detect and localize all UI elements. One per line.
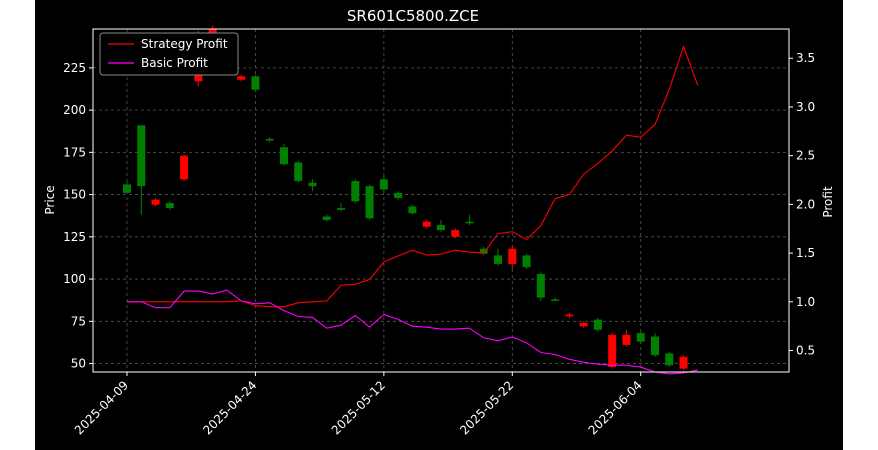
candle-body-0 <box>123 184 131 193</box>
left-tick-label-2: 100 <box>63 272 86 286</box>
candle-body-4 <box>180 155 189 180</box>
x-tick-label-2: 2025-05-12 <box>329 378 388 437</box>
candle-body-17 <box>365 186 374 219</box>
candle-body-3 <box>165 203 174 209</box>
left-tick-label-0: 50 <box>71 357 86 371</box>
candle-body-31 <box>565 314 574 317</box>
candle-body-1 <box>137 125 146 187</box>
candle-body-16 <box>351 181 360 202</box>
candles-layer <box>123 25 688 371</box>
right-tick-label-1: 1.0 <box>796 295 815 309</box>
left-axis-ticks: 50 75 100 125 150 175 200 225 <box>63 61 93 371</box>
chart-figure: SR601C5800.ZCE 50 75 100 125 150 175 200 225 0.… <box>35 0 843 450</box>
candle-body-9 <box>251 76 260 90</box>
candle-body-18 <box>379 179 388 190</box>
candle-body-30 <box>551 299 560 301</box>
candle-body-39 <box>679 356 688 369</box>
x-axis-ticks: 2025-04-09 2025-04-24 2025-05-12 2025-05-22… <box>72 372 645 437</box>
candle-body-22 <box>436 225 445 231</box>
candle-body-10 <box>265 138 274 141</box>
candle-body-36 <box>636 333 645 342</box>
candle-body-8 <box>237 76 246 80</box>
axes-frame <box>92 28 790 373</box>
x-tick-label-4: 2025-06-04 <box>586 378 645 437</box>
candle-body-25 <box>479 248 488 254</box>
left-tick-label-1: 75 <box>71 314 86 328</box>
candle-body-35 <box>622 334 631 345</box>
left-tick-label-4: 150 <box>63 188 86 202</box>
left-tick-label-5: 175 <box>63 145 86 159</box>
right-axis-ticks: 0.5 1.0 1.5 2.0 2.5 3.0 3.5 <box>789 51 815 358</box>
candle-body-2 <box>151 199 160 205</box>
legend: Strategy Profit Basic Profit <box>99 32 239 76</box>
grid-lines <box>93 29 789 372</box>
candle-body-28 <box>522 255 531 268</box>
left-tick-label-6: 200 <box>63 103 86 117</box>
profit-lines-layer <box>127 44 699 375</box>
right-tick-label-6: 3.5 <box>796 51 815 65</box>
right-tick-label-0: 0.5 <box>796 344 815 358</box>
chart-svg: SR601C5800.ZCE 50 75 100 125 150 175 200 225 0.… <box>43 7 835 437</box>
x-tick-label-1: 2025-04-24 <box>200 378 259 437</box>
candle-body-24 <box>465 221 474 224</box>
candle-body-38 <box>665 353 674 366</box>
right-tick-label-3: 2.0 <box>796 197 815 211</box>
candle-body-23 <box>451 230 460 237</box>
legend-label-basic: Basic Profit <box>141 56 208 70</box>
candle-body-12 <box>294 162 303 182</box>
candle-body-34 <box>608 334 617 367</box>
candle-body-11 <box>279 147 288 165</box>
right-tick-label-2: 1.5 <box>796 246 815 260</box>
y-axis-label-right: Profit <box>821 186 835 218</box>
y-axis-label-left: Price <box>43 185 57 214</box>
candle-body-19 <box>394 192 403 198</box>
candle-body-13 <box>308 182 317 187</box>
strategy-profit-line <box>127 44 699 308</box>
candle-body-29 <box>536 274 545 298</box>
x-tick-label-3: 2025-05-22 <box>457 378 516 437</box>
candle-body-21 <box>422 221 431 227</box>
left-tick-label-7: 225 <box>63 61 86 75</box>
chart-title: SR601C5800.ZCE <box>347 7 479 25</box>
candle-body-26 <box>494 255 503 264</box>
candle-body-27 <box>508 248 517 264</box>
legend-label-strategy: Strategy Profit <box>141 37 228 51</box>
candle-body-14 <box>322 216 331 220</box>
legend-box <box>99 32 239 76</box>
x-tick-label-0: 2025-04-09 <box>72 378 131 437</box>
right-tick-label-4: 2.5 <box>796 149 815 163</box>
basic-profit-line <box>127 289 698 375</box>
left-tick-label-3: 125 <box>63 230 86 244</box>
candle-body-20 <box>408 206 417 214</box>
candle-body-37 <box>650 336 659 356</box>
candle-body-15 <box>337 208 346 210</box>
candle-body-32 <box>579 323 588 327</box>
candle-body-33 <box>593 319 602 330</box>
right-tick-label-5: 3.0 <box>796 100 815 114</box>
